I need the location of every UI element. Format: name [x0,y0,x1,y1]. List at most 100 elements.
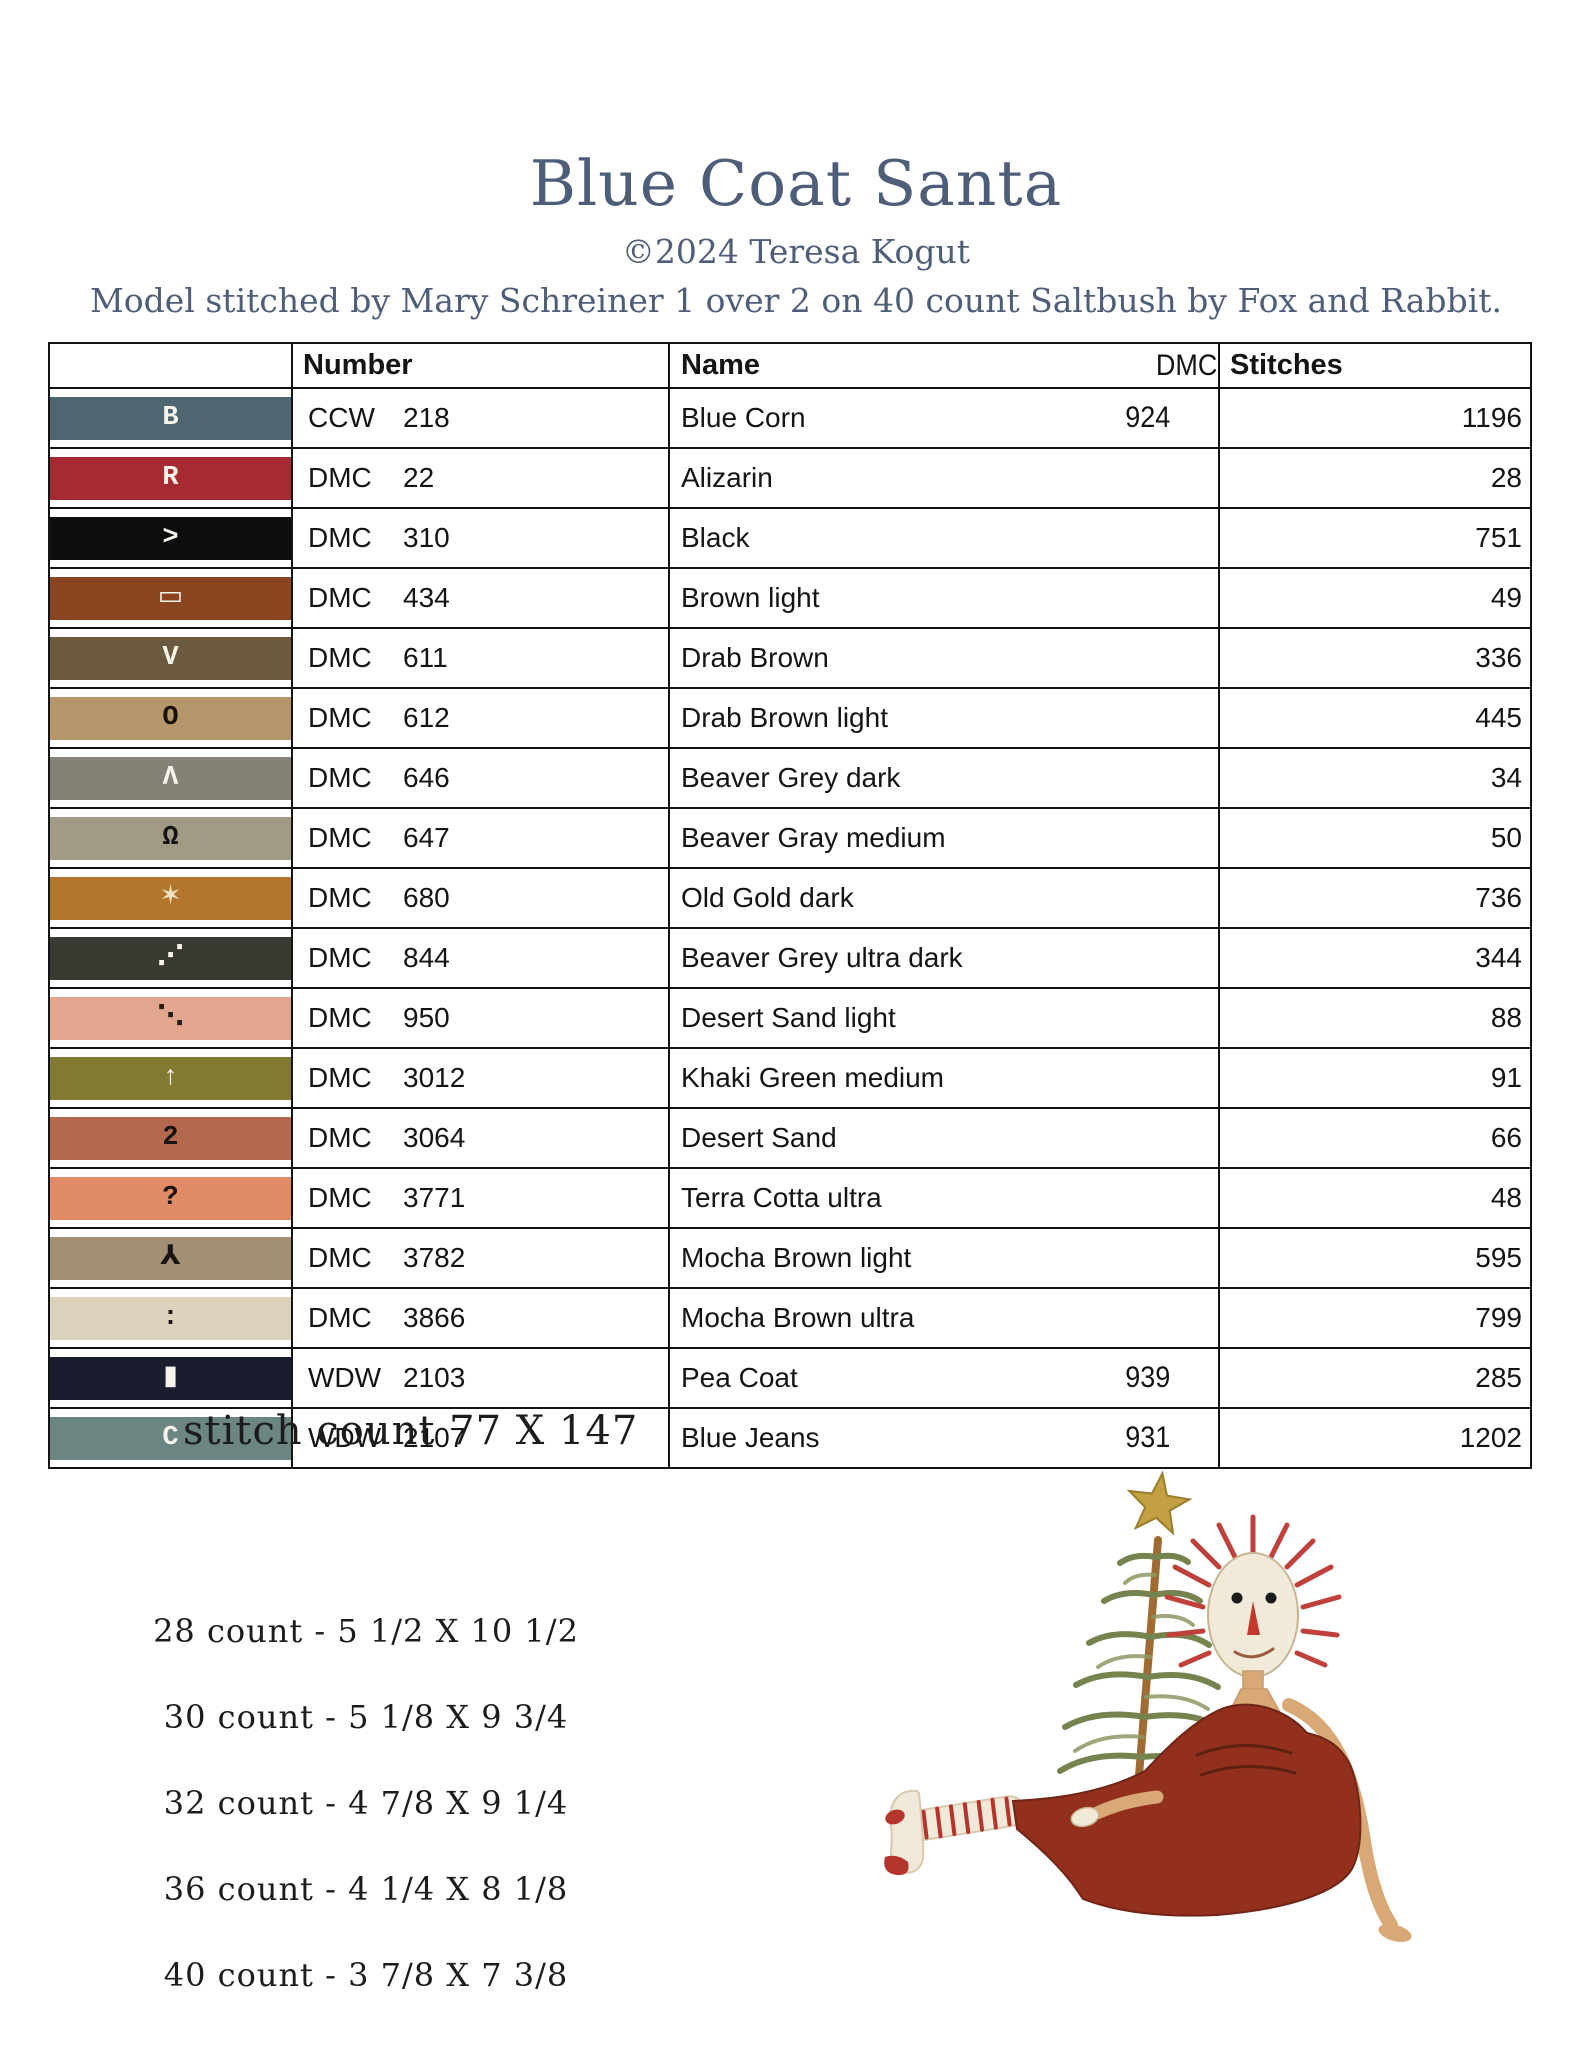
legend-table-body: B CCW 218 Blue Corn 924 1196 R DMC 22 Aliz… [48,387,1532,1469]
fabric-size-line: 40 count - 3 7/8 X 7 3/8 [163,1956,569,1994]
red-blanket [1011,1703,1362,1917]
stitches-value: 736 [1218,867,1532,929]
right-hand [1378,1924,1412,1942]
floss-name: Pea Coat [681,1362,798,1393]
stitch-symbol: B [162,402,179,433]
tree-star [1126,1470,1193,1536]
color-swatch: ↑ [51,1056,290,1100]
fabric-size-list: 28 count - 5 1/2 X 10 1/2 30 count - 5 1… [148,1588,584,2018]
stitch-symbol: ⋰ [157,942,184,973]
table-row: ⋱ DMC 950 Desert Sand light 88 [48,987,1532,1049]
table-row: > DMC 310 Black 751 [48,507,1532,569]
table-row: ✶ DMC 680 Old Gold dark 736 [48,867,1532,929]
floss-brand: DMC [308,882,372,913]
floss-brand: WDW [308,1362,382,1393]
floss-number: 434 [403,582,450,613]
floss-number: 612 [403,702,450,733]
symbol-column-header [48,342,293,389]
stitch-symbol: Λ [162,762,179,793]
santa-figure [884,1514,1412,1942]
color-swatch: > [51,516,290,560]
floss-number: 3012 [403,1062,466,1093]
color-swatch: ✶ [51,876,290,920]
floss-number: 3866 [403,1302,466,1333]
floss-number: 646 [403,762,450,793]
stitch-symbol: ? [162,1182,179,1213]
floss-name: Old Gold dark [681,882,854,913]
stitch-symbol: > [162,522,179,553]
red-instep-patch [885,1809,905,1825]
stitch-symbol: 2 [162,1122,179,1153]
floss-name: Beaver Grey dark [681,762,901,793]
floss-number: 22 [403,462,435,493]
stitches-value: 48 [1218,1167,1532,1229]
floss-number: 680 [403,882,450,913]
striped-stocking-leg [902,1795,1026,1842]
stitches-value: 34 [1218,747,1532,809]
stitches-value: 344 [1218,927,1532,989]
name-column-header: Name DMC [668,342,1220,389]
floss-legend-table: Number Name DMC Stitches B CCW 218 Blue C… [48,342,1532,1469]
stitch-count-line: stitch count 77 X 147 [183,1408,639,1454]
stitches-value: 595 [1218,1227,1532,1289]
fabric-size-line: 36 count - 4 1/4 X 8 1/8 [163,1870,569,1908]
stitch-symbol: V [162,642,179,673]
floss-name: Drab Brown light [681,702,888,733]
name-header-label: Name [681,349,760,381]
blanket-folds [1195,1744,1297,1777]
table-header-row: Number Name DMC Stitches [48,342,1532,389]
model-stitched-note: Model stitched by Mary Schreiner 1 over … [90,281,1502,320]
table-row: R DMC 22 Alizarin 28 [48,447,1532,509]
table-row: B CCW 218 Blue Corn 924 1196 [48,387,1532,449]
table-row: ▮ WDW 2103 Pea Coat 939 285 [48,1347,1532,1409]
spiky-hair [1164,1514,1342,1668]
floss-name: Khaki Green medium [681,1062,945,1093]
floss-brand: DMC [308,462,372,493]
foot-shoe [884,1789,925,1876]
fabric-size-line: 28 count - 5 1/2 X 10 1/2 [153,1612,579,1650]
floss-number: 2107 [403,1422,466,1453]
red-toe [884,1855,909,1876]
color-swatch: : [51,1296,290,1340]
floss-brand: DMC [308,1062,372,1093]
stitches-value: 799 [1218,1287,1532,1349]
floss-brand: DMC [308,702,372,733]
stitches-value: 49 [1218,567,1532,629]
color-swatch: O [51,696,290,740]
floss-brand: DMC [308,1182,372,1213]
floss-brand: DMC [308,522,372,553]
stitches-value: 336 [1218,627,1532,689]
stitch-symbol: R [162,462,179,493]
stitch-symbol: ↑ [162,1062,179,1093]
stitches-value: 1196 [1218,387,1532,449]
floss-brand: DMC [308,1002,372,1033]
floss-brand: DMC [308,582,372,613]
floss-brand: DMC [308,642,372,673]
floss-name: Desert Sand [681,1122,837,1153]
floss-number: 844 [403,942,450,973]
table-row: ⅄ DMC 3782 Mocha Brown light 595 [48,1227,1532,1289]
floss-name: Blue Corn [681,402,806,433]
table-row: ? DMC 3771 Terra Cotta ultra 48 [48,1167,1532,1229]
floss-number: 3771 [403,1182,466,1213]
copyright-line: ©2024 Teresa Kogut [621,232,971,271]
floss-name: Mocha Brown light [681,1242,912,1273]
fabric-size-line: 32 count - 4 7/8 X 9 1/4 [163,1784,569,1822]
floss-number: 647 [403,822,450,853]
table-row: C WDW 2107 Blue Jeans 931 1202 [48,1407,1532,1469]
floss-number: 950 [403,1002,450,1033]
stitches-value: 50 [1218,807,1532,869]
floss-name: Beaver Grey ultra dark [681,942,963,973]
floss-name: Alizarin [681,462,773,493]
stitches-column-header: Stitches [1218,342,1532,389]
floss-number: 310 [403,522,450,553]
floss-name: Black [681,522,750,553]
table-row: 2 DMC 3064 Desert Sand 66 [48,1107,1532,1169]
stitches-value: 751 [1218,507,1532,569]
floss-brand: DMC [308,1242,372,1273]
dmc-equivalent: 931 [1125,1421,1171,1454]
stitches-value: 66 [1218,1107,1532,1169]
color-swatch: ⋰ [51,936,290,980]
floss-name: Blue Jeans [681,1422,820,1453]
table-row: V DMC 611 Drab Brown 336 [48,627,1532,689]
